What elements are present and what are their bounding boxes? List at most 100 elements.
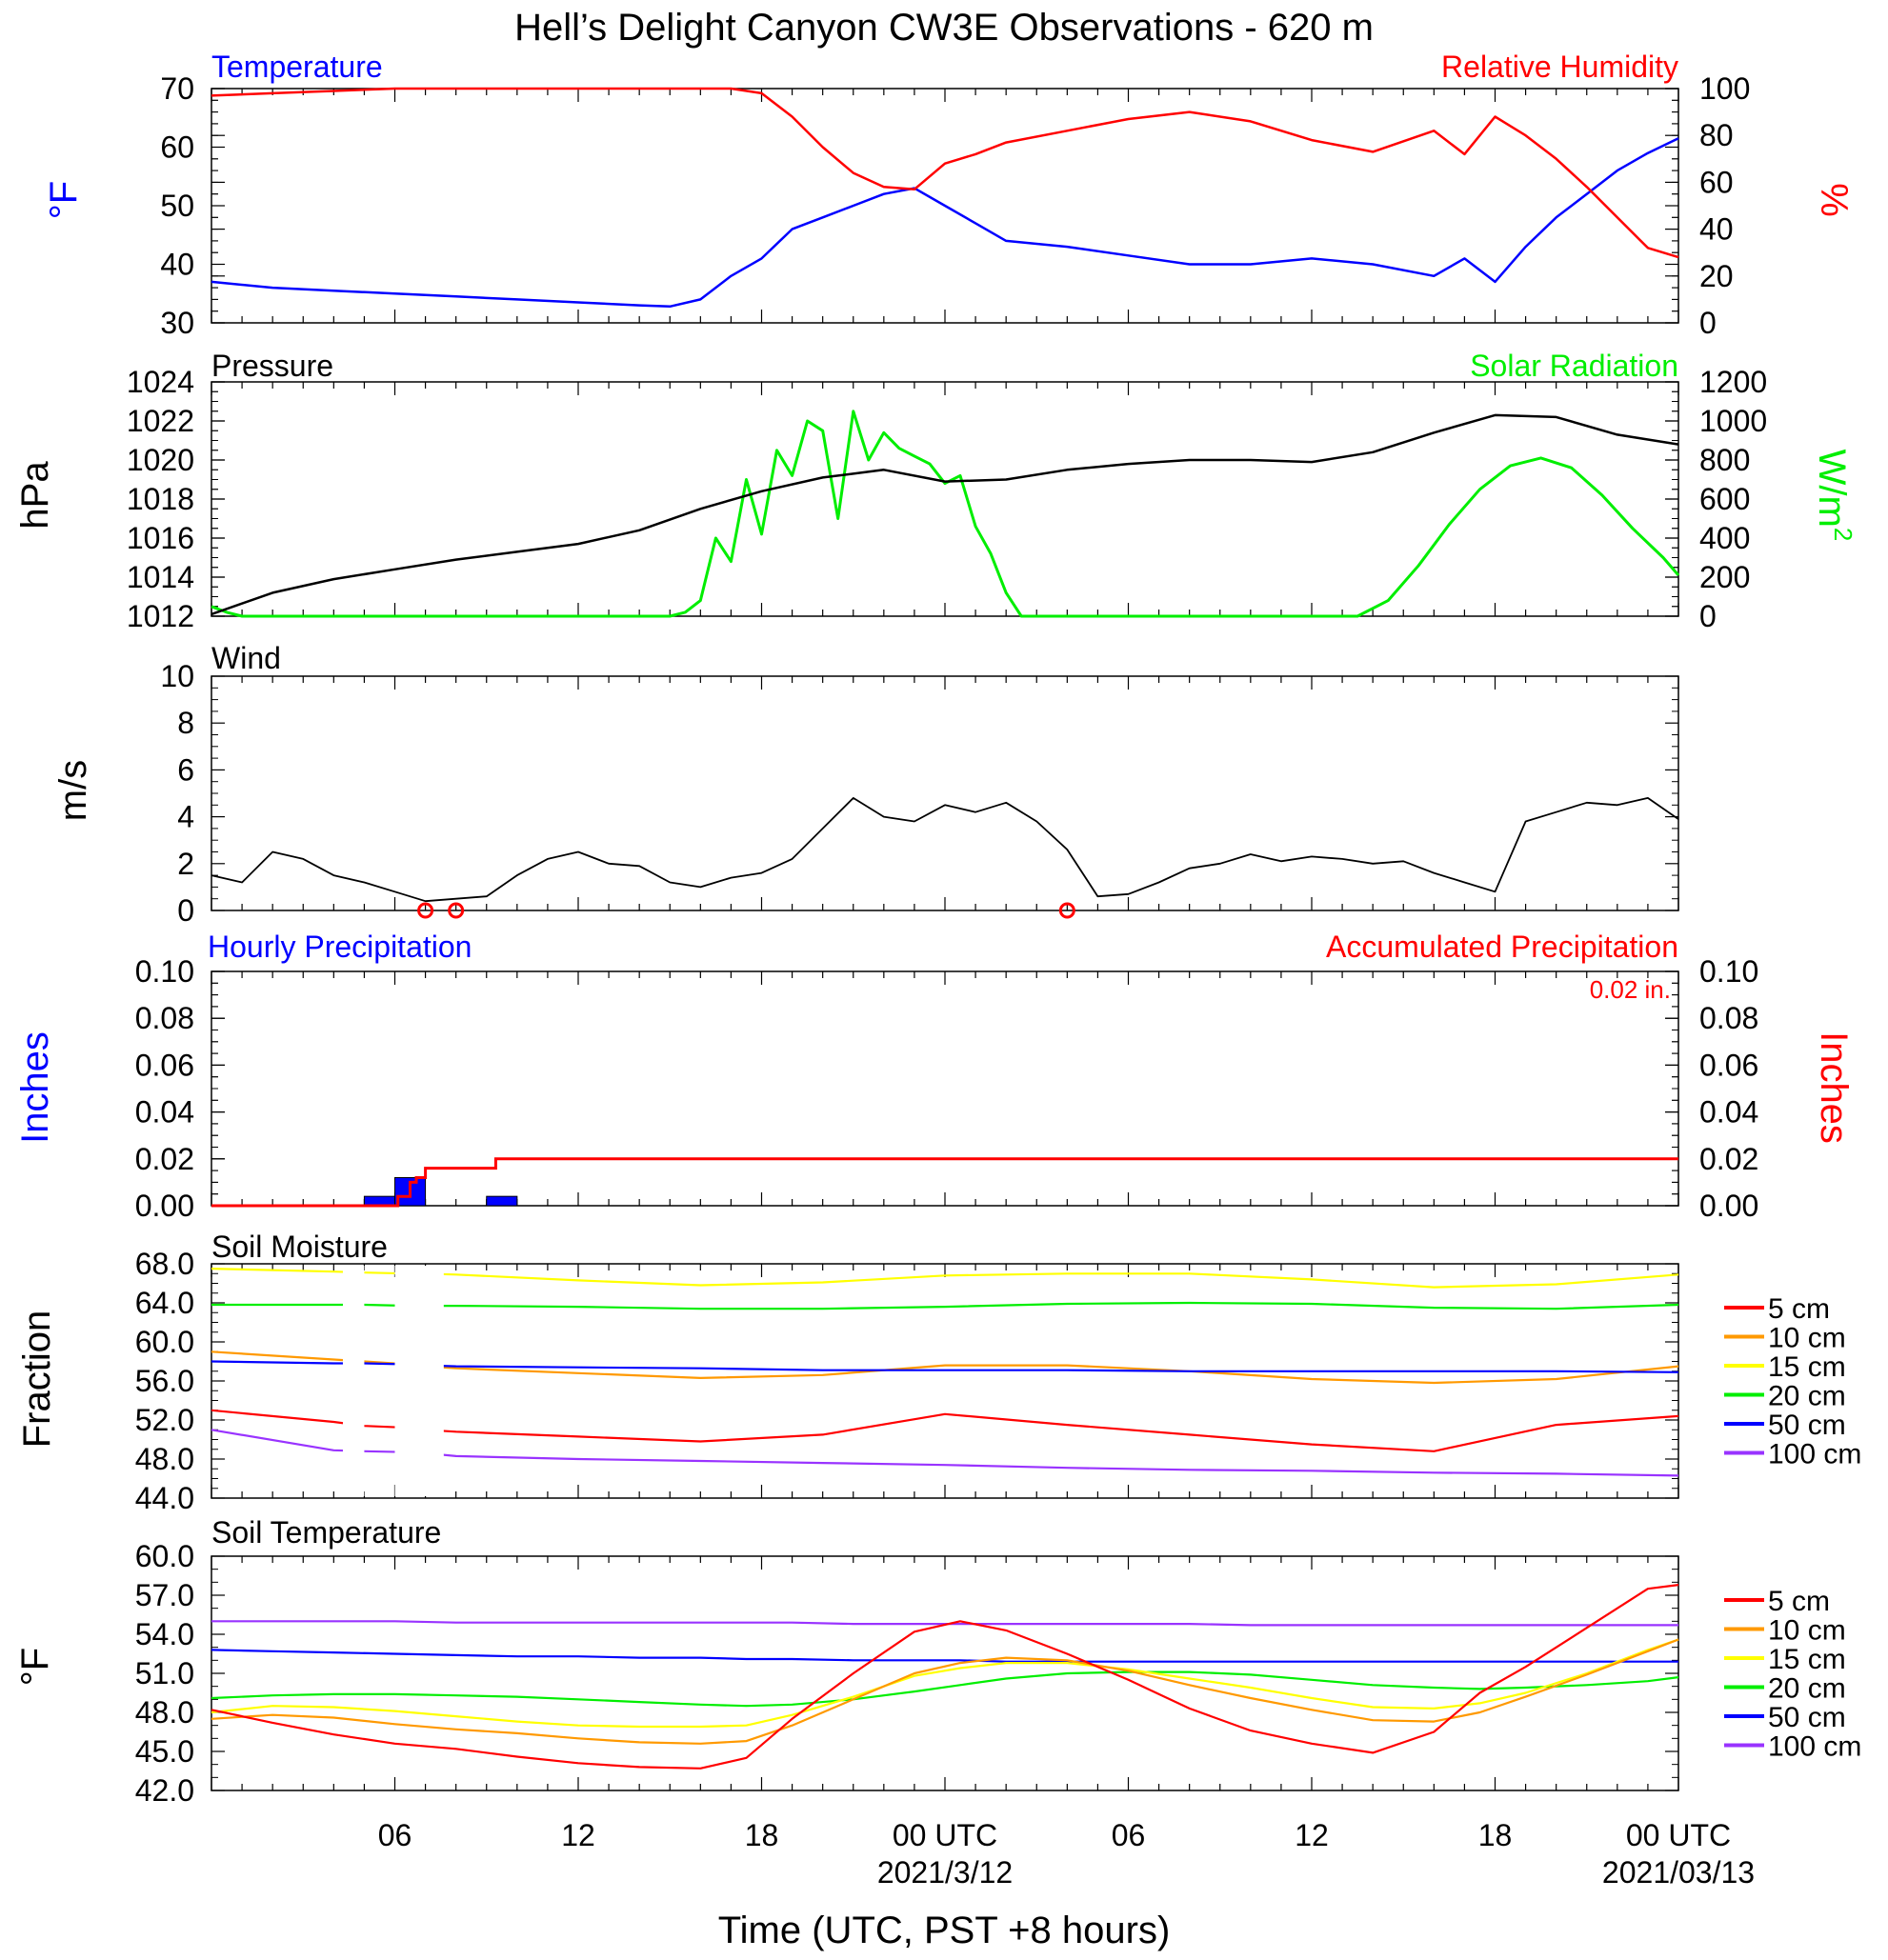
x-tick-label: 12 [1295, 1818, 1329, 1852]
y-tick-label: 0 [177, 893, 194, 928]
y-tick-label: 60.0 [135, 1539, 194, 1573]
legend-label: 50 cm [1768, 1702, 1846, 1733]
soil-moisture-line-15cm [211, 1268, 1679, 1289]
y-tick-label: 44.0 [135, 1481, 194, 1515]
pressure-ylabel: hPa [14, 461, 56, 530]
soil-temperature-line-20cm [211, 1670, 1679, 1708]
wind-speed-line [211, 797, 1679, 903]
y-tick-label: 200 [1699, 560, 1750, 594]
y-tick-label: 0.04 [135, 1095, 194, 1130]
pressure-solar-panel: Pressure Solar Radiation hPa W/m2 1012 10… [14, 349, 1858, 633]
y-tick-label: 600 [1699, 482, 1750, 516]
y-tick-label: 0.08 [135, 1001, 194, 1035]
legend-label: 5 cm [1768, 1293, 1830, 1325]
temperature-ylabel: °F [43, 181, 85, 219]
y-tick-label: 52.0 [135, 1403, 194, 1437]
x-date-label: 2021/3/12 [877, 1855, 1013, 1890]
y-tick-label: 60 [1699, 165, 1734, 199]
soil-temperature-line-50cm [211, 1649, 1678, 1663]
x-axis-label: Time (UTC, PST +8 hours) [718, 1910, 1171, 1951]
x-tick-label: 06 [1112, 1818, 1146, 1852]
y-tick-label: 68.0 [135, 1247, 194, 1281]
precip-ylabel-right: Inches [1813, 1031, 1855, 1144]
calm-wind-marker [417, 902, 434, 919]
soil-moisture-line-5cm [211, 1409, 1679, 1452]
temperature-line [211, 137, 1679, 309]
y-tick-label: 10 [160, 659, 194, 693]
panel-frame [211, 1555, 1679, 1791]
soil-moisture-line-50cm [211, 1360, 1679, 1373]
panel-frame [211, 675, 1679, 911]
y-tick-label: 54.0 [135, 1617, 194, 1651]
y-tick-label: 64.0 [135, 1286, 194, 1320]
y-tick-label: 8 [177, 706, 194, 740]
y-tick-label: 1022 [127, 404, 194, 438]
solar-radiation-line [211, 410, 1680, 618]
soil-temperature-panel: Soil Temperature °F 42.0 45.0 48.0 51.0 54.0… [14, 1515, 1861, 1808]
accumulated-total-label: 0.02 in. [1590, 975, 1671, 1004]
y-tick-label: 1024 [127, 365, 194, 399]
y-tick-label: 50 [160, 189, 194, 223]
pressure-line [211, 413, 1679, 616]
y-tick-label: 20 [1699, 259, 1734, 293]
y-tick-label: 0.00 [135, 1189, 194, 1223]
soil-moisture-title: Soil Moisture [211, 1230, 388, 1264]
legend-label: 15 cm [1768, 1644, 1846, 1675]
hourly-precip-title: Hourly Precipitation [208, 930, 472, 964]
calm-wind-marker [448, 902, 465, 919]
x-tick-label: 00 UTC [893, 1818, 997, 1852]
soil-moisture-ylabel: Fraction [16, 1310, 58, 1449]
y-tick-label: 1012 [127, 599, 194, 633]
y-tick-label: 40 [160, 248, 194, 282]
y-tick-label: 100 [1699, 71, 1750, 106]
hourly-precip-bar [486, 1195, 518, 1207]
y-tick-label: 0.10 [135, 954, 194, 989]
x-tick-label: 18 [745, 1818, 779, 1852]
temperature-title: Temperature [211, 50, 383, 84]
y-tick-label: 1200 [1699, 365, 1767, 399]
y-tick-label: 48.0 [135, 1695, 194, 1730]
x-tick-label: 06 [378, 1818, 412, 1852]
pressure-title: Pressure [211, 349, 333, 383]
y-tick-label: 0.00 [1699, 1189, 1758, 1223]
legend-label: 100 cm [1768, 1731, 1861, 1763]
wind-title: Wind [211, 641, 281, 675]
legend-label: 100 cm [1768, 1439, 1861, 1470]
y-tick-label: 0.04 [1699, 1095, 1758, 1130]
x-tick-label: 12 [561, 1818, 595, 1852]
humidity-title: Relative Humidity [1441, 50, 1678, 84]
soil-moisture-line-20cm [211, 1301, 1679, 1310]
calm-wind-marker [1058, 902, 1075, 919]
temperature-humidity-panel: Temperature Relative Humidity °F % 30 40 5… [43, 50, 1855, 340]
x-tick-label: 18 [1478, 1818, 1513, 1852]
y-tick-label: 6 [177, 752, 194, 787]
humidity-line [211, 87, 1679, 259]
y-tick-label: 57.0 [135, 1578, 194, 1612]
soil-temperature-line-10cm [211, 1638, 1679, 1745]
legend-label: 20 cm [1768, 1381, 1846, 1412]
y-tick-label: 48.0 [135, 1442, 194, 1476]
y-tick-label: 0.02 [135, 1142, 194, 1176]
y-tick-label: 1018 [127, 482, 194, 516]
y-tick-label: 60 [160, 130, 194, 165]
soil-moisture-line-100cm [211, 1429, 1679, 1477]
y-tick-label: 0.06 [1699, 1048, 1758, 1082]
y-tick-label: 60.0 [135, 1325, 194, 1359]
wind-ylabel: m/s [52, 760, 94, 821]
y-tick-label: 51.0 [135, 1656, 194, 1690]
y-tick-label: 80 [1699, 118, 1734, 152]
y-tick-label: 30 [160, 306, 194, 340]
y-tick-label: 1000 [1699, 404, 1767, 438]
figure-title: Hell’s Delight Canyon CW3E Observations … [514, 7, 1374, 49]
y-tick-label: 400 [1699, 521, 1750, 555]
y-tick-label: 0.10 [1699, 954, 1758, 989]
precip-ylabel-left: Inches [14, 1031, 56, 1144]
accumulated-precip-line [211, 1157, 1678, 1208]
legend-label: 50 cm [1768, 1410, 1846, 1441]
precipitation-panel: Hourly Precipitation Accumulated Precipi… [14, 930, 1855, 1223]
y-tick-label: 42.0 [135, 1773, 194, 1808]
soil-temperature-title: Soil Temperature [211, 1515, 441, 1550]
y-tick-label: 1020 [127, 443, 194, 477]
